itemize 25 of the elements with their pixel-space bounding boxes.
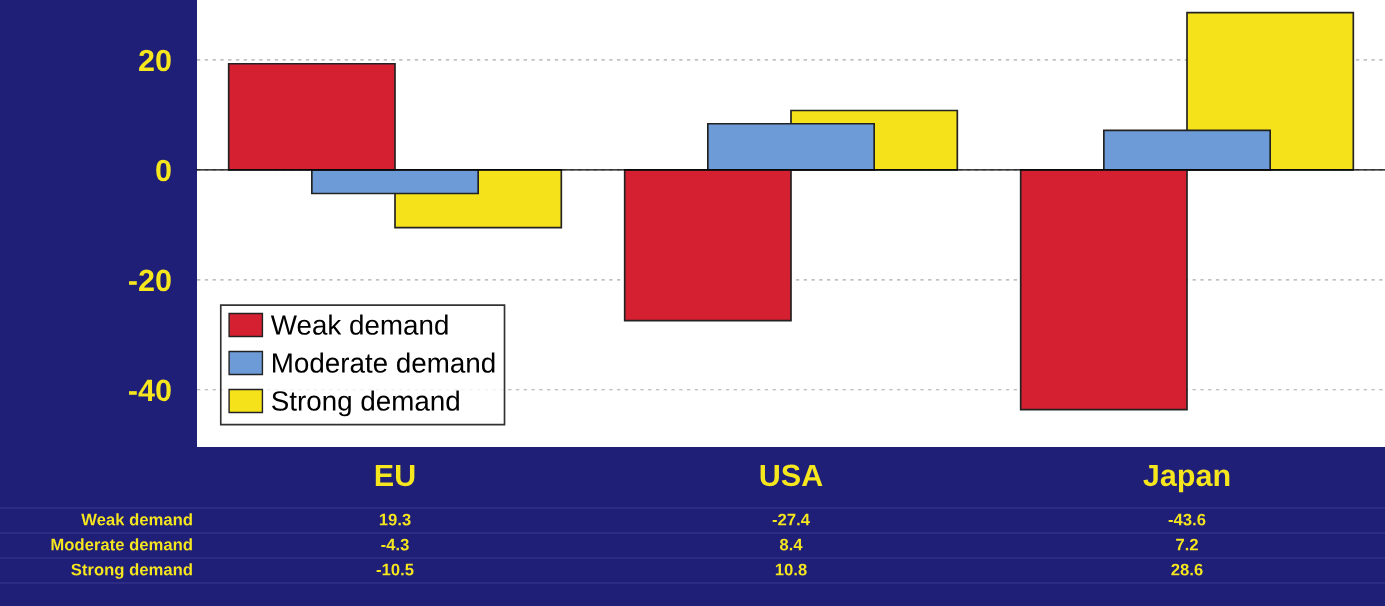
- bar: [227, 62, 396, 171]
- y-tick-label: 20: [139, 49, 171, 72]
- legend-label: Weak demand: [270, 314, 448, 335]
- bar: [623, 169, 792, 322]
- data-label: 8.4: [779, 538, 803, 551]
- text: Strong demand: [71, 563, 192, 579]
- text: Moderate demand: [51, 538, 192, 551]
- data-label: 7.2: [1176, 538, 1198, 551]
- text: Weak demand: [81, 513, 192, 526]
- x-tick-label: USA: [760, 464, 823, 487]
- legend-label: Strong demand: [272, 390, 459, 417]
- data-label: -10.5: [376, 563, 414, 576]
- x-tick-label: Japan: [1143, 464, 1230, 493]
- data-label: 10.8: [775, 563, 807, 576]
- data-label: -4.3: [381, 538, 409, 551]
- data-label: 28.6: [1171, 563, 1203, 576]
- data-label: -43.6: [1168, 513, 1206, 526]
- data-label: 19.3: [379, 513, 411, 526]
- x-tick-label: EU: [375, 464, 415, 487]
- legend-label: Moderate demand: [273, 352, 495, 373]
- data-label: -27.4: [772, 513, 810, 526]
- y-tick-label: 0: [156, 159, 171, 182]
- bar: [1019, 169, 1188, 411]
- y-tick-label: -20: [129, 269, 171, 292]
- y-tick-label: -40: [129, 379, 171, 402]
